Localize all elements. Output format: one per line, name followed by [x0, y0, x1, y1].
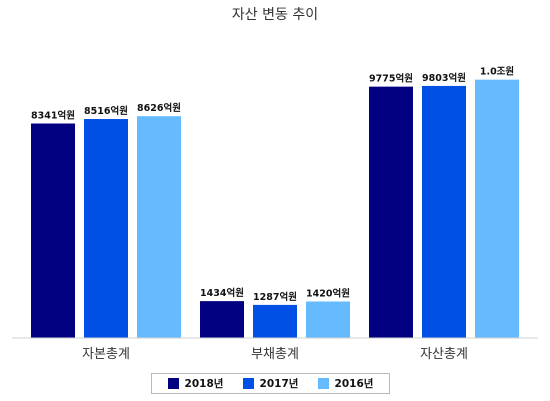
category-label-2: 자산총계 — [420, 347, 468, 362]
legend-item-2018[interactable]: 2018년 — [167, 376, 224, 391]
data-label-1-1: 1287억원 — [253, 291, 297, 303]
bars-group: 8341억원 8516억원 8626억원 1434억원 1287억원 1420억원 9775… — [31, 66, 519, 339]
bar-2-2[interactable] — [475, 79, 519, 338]
bar-1-0[interactable] — [200, 301, 244, 338]
legend-label-2016: 2016년 — [334, 378, 374, 390]
bar-1-2[interactable] — [306, 301, 350, 338]
category-labels: 자본총계 부채총계 자산총계 — [82, 347, 468, 362]
data-label-2-1: 9803억원 — [422, 72, 466, 84]
legend: 2018년 2017년 2016년 — [151, 373, 390, 394]
bar-2-0[interactable] — [369, 86, 413, 339]
chart-title: 자산 변동 추이 — [232, 7, 318, 23]
bar-0-0[interactable] — [31, 123, 75, 338]
legend-item-2017[interactable]: 2017년 — [242, 376, 299, 391]
legend-swatch-2016 — [317, 378, 329, 389]
bar-0-2[interactable] — [137, 116, 181, 338]
data-label-0-0: 8341억원 — [31, 110, 75, 122]
bar-1-1[interactable] — [253, 304, 297, 338]
data-label-2-2: 1.0조원 — [480, 66, 514, 78]
data-label-1-0: 1434억원 — [200, 287, 244, 299]
legend-item-2016[interactable]: 2016년 — [317, 376, 374, 391]
category-label-1: 부채총계 — [251, 347, 299, 362]
data-label-1-2: 1420억원 — [306, 287, 350, 299]
data-label-0-2: 8626억원 — [137, 102, 181, 114]
category-label-0: 자본총계 — [82, 347, 130, 362]
bar-0-1[interactable] — [84, 119, 128, 338]
data-label-2-0: 9775억원 — [369, 73, 413, 85]
data-label-0-1: 8516억원 — [84, 105, 128, 117]
legend-label-2017: 2017년 — [259, 378, 299, 390]
legend-label-2018: 2018년 — [184, 378, 224, 390]
bar-2-1[interactable] — [422, 85, 466, 339]
legend-swatch-2018 — [167, 378, 179, 389]
legend-swatch-2017 — [242, 378, 254, 389]
